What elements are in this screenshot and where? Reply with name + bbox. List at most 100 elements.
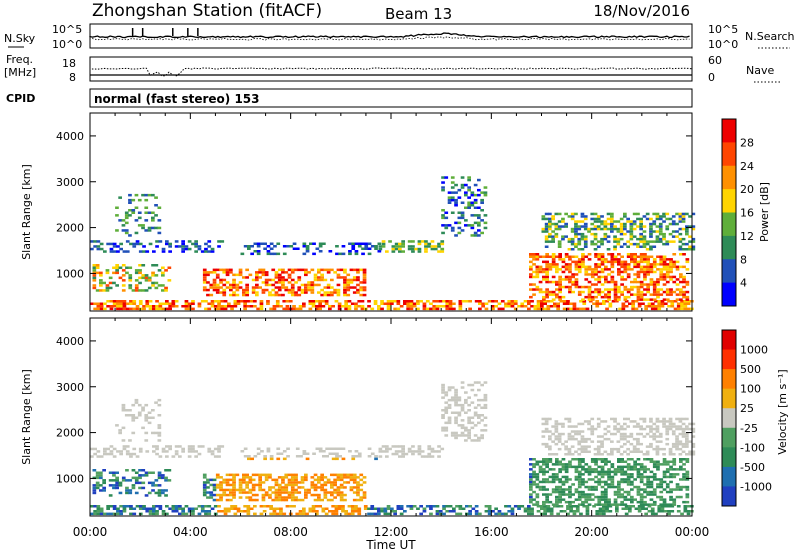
echo-cell <box>587 288 592 291</box>
echo-cell <box>106 300 110 303</box>
echo-cell <box>480 198 484 202</box>
echo-cell <box>470 388 475 392</box>
echo-cell <box>393 300 397 303</box>
echo-cell <box>685 458 690 461</box>
echo-cell <box>343 493 347 497</box>
echo-cell <box>429 507 433 510</box>
echo-cell <box>594 295 598 299</box>
echo-cell <box>304 271 308 274</box>
echo-cell <box>477 381 481 384</box>
echo-cell <box>669 490 673 494</box>
echo-cell <box>154 281 159 285</box>
echo-cell <box>558 488 562 491</box>
echo-cell <box>191 512 195 516</box>
echo-cell <box>468 512 472 516</box>
echo-cell <box>600 453 604 456</box>
echo-cell <box>529 468 533 471</box>
echo-cell <box>567 432 572 436</box>
echo-cell <box>603 437 608 441</box>
echo-cell <box>583 242 588 246</box>
echo-cell <box>577 478 582 481</box>
echo-cell <box>473 381 478 384</box>
echo-cell <box>558 490 562 494</box>
echo-cell <box>639 240 643 243</box>
echo-cell <box>544 225 549 228</box>
echo-cell <box>157 231 162 235</box>
echo-cell <box>629 432 634 436</box>
colorbar-cell <box>722 235 736 260</box>
echo-cell <box>287 276 292 279</box>
echo-cell <box>556 512 560 516</box>
echo-cell <box>202 493 207 497</box>
echo-cell <box>685 242 689 246</box>
echo-cell <box>533 305 538 308</box>
echo-cell <box>685 417 689 421</box>
echo-cell <box>480 191 484 194</box>
echo-cell <box>450 186 455 189</box>
echo-cell <box>626 417 630 421</box>
echo-cell <box>584 265 589 269</box>
echo-cell <box>441 209 445 212</box>
echo-cell <box>645 432 650 436</box>
echo-cell <box>161 447 166 451</box>
echo-cell <box>594 503 598 506</box>
echo-cell <box>264 283 269 287</box>
echo-cell <box>520 505 525 508</box>
nsky-tick-bottom: 10^0 <box>52 38 82 51</box>
echo-cell <box>480 406 484 409</box>
echo-cell <box>164 289 168 292</box>
echo-cell <box>445 307 450 311</box>
echo-cell <box>583 237 588 241</box>
echo-cell <box>654 307 658 311</box>
echo-cell <box>333 288 337 292</box>
echo-cell <box>323 476 328 479</box>
echo-cell <box>367 455 372 458</box>
echo-cell <box>225 271 230 274</box>
echo-cell <box>232 488 236 492</box>
echo-cell <box>229 493 233 497</box>
echo-cell <box>571 280 575 284</box>
echo-cell <box>562 510 567 513</box>
echo-cell <box>458 505 463 508</box>
echo-cell <box>543 512 547 516</box>
echo-cell <box>132 242 137 246</box>
echo-cell <box>527 505 531 508</box>
echo-cell <box>304 478 308 482</box>
echo-cell <box>232 493 236 497</box>
echo-cell <box>290 481 295 484</box>
echo-cell <box>450 431 455 435</box>
echo-cell <box>359 281 364 284</box>
echo-cell <box>662 470 667 474</box>
echo-cell <box>590 478 595 481</box>
echo-cell <box>658 237 663 241</box>
echo-cell <box>225 481 230 484</box>
echo-cell <box>343 268 347 272</box>
echo-cell <box>115 486 119 490</box>
echo-cell <box>245 481 249 484</box>
echo-cell <box>480 414 484 417</box>
echo-cell <box>168 307 172 311</box>
echo-cell <box>477 224 481 227</box>
echo-cell <box>409 300 414 303</box>
echo-cell <box>532 253 536 256</box>
echo-cell <box>96 240 101 243</box>
echo-cell <box>361 247 365 250</box>
echo-cell <box>607 470 611 474</box>
echo-cell <box>681 248 686 251</box>
echo-cell <box>242 476 246 479</box>
echo-cell <box>447 416 452 419</box>
noise-traces <box>89 28 690 41</box>
echo-cell <box>144 211 149 214</box>
echo-cell <box>636 293 641 296</box>
echo-cell <box>274 493 279 497</box>
echo-cell <box>600 295 605 299</box>
echo-cell <box>649 255 654 258</box>
echo-cell <box>450 229 455 232</box>
echo-cell <box>460 386 465 389</box>
echo-cell <box>643 255 647 258</box>
echo-cell <box>297 268 302 272</box>
colorbar-cell <box>722 447 736 468</box>
echo-cell <box>102 281 106 285</box>
echo-cell <box>590 417 595 421</box>
echo-cell <box>668 417 673 421</box>
